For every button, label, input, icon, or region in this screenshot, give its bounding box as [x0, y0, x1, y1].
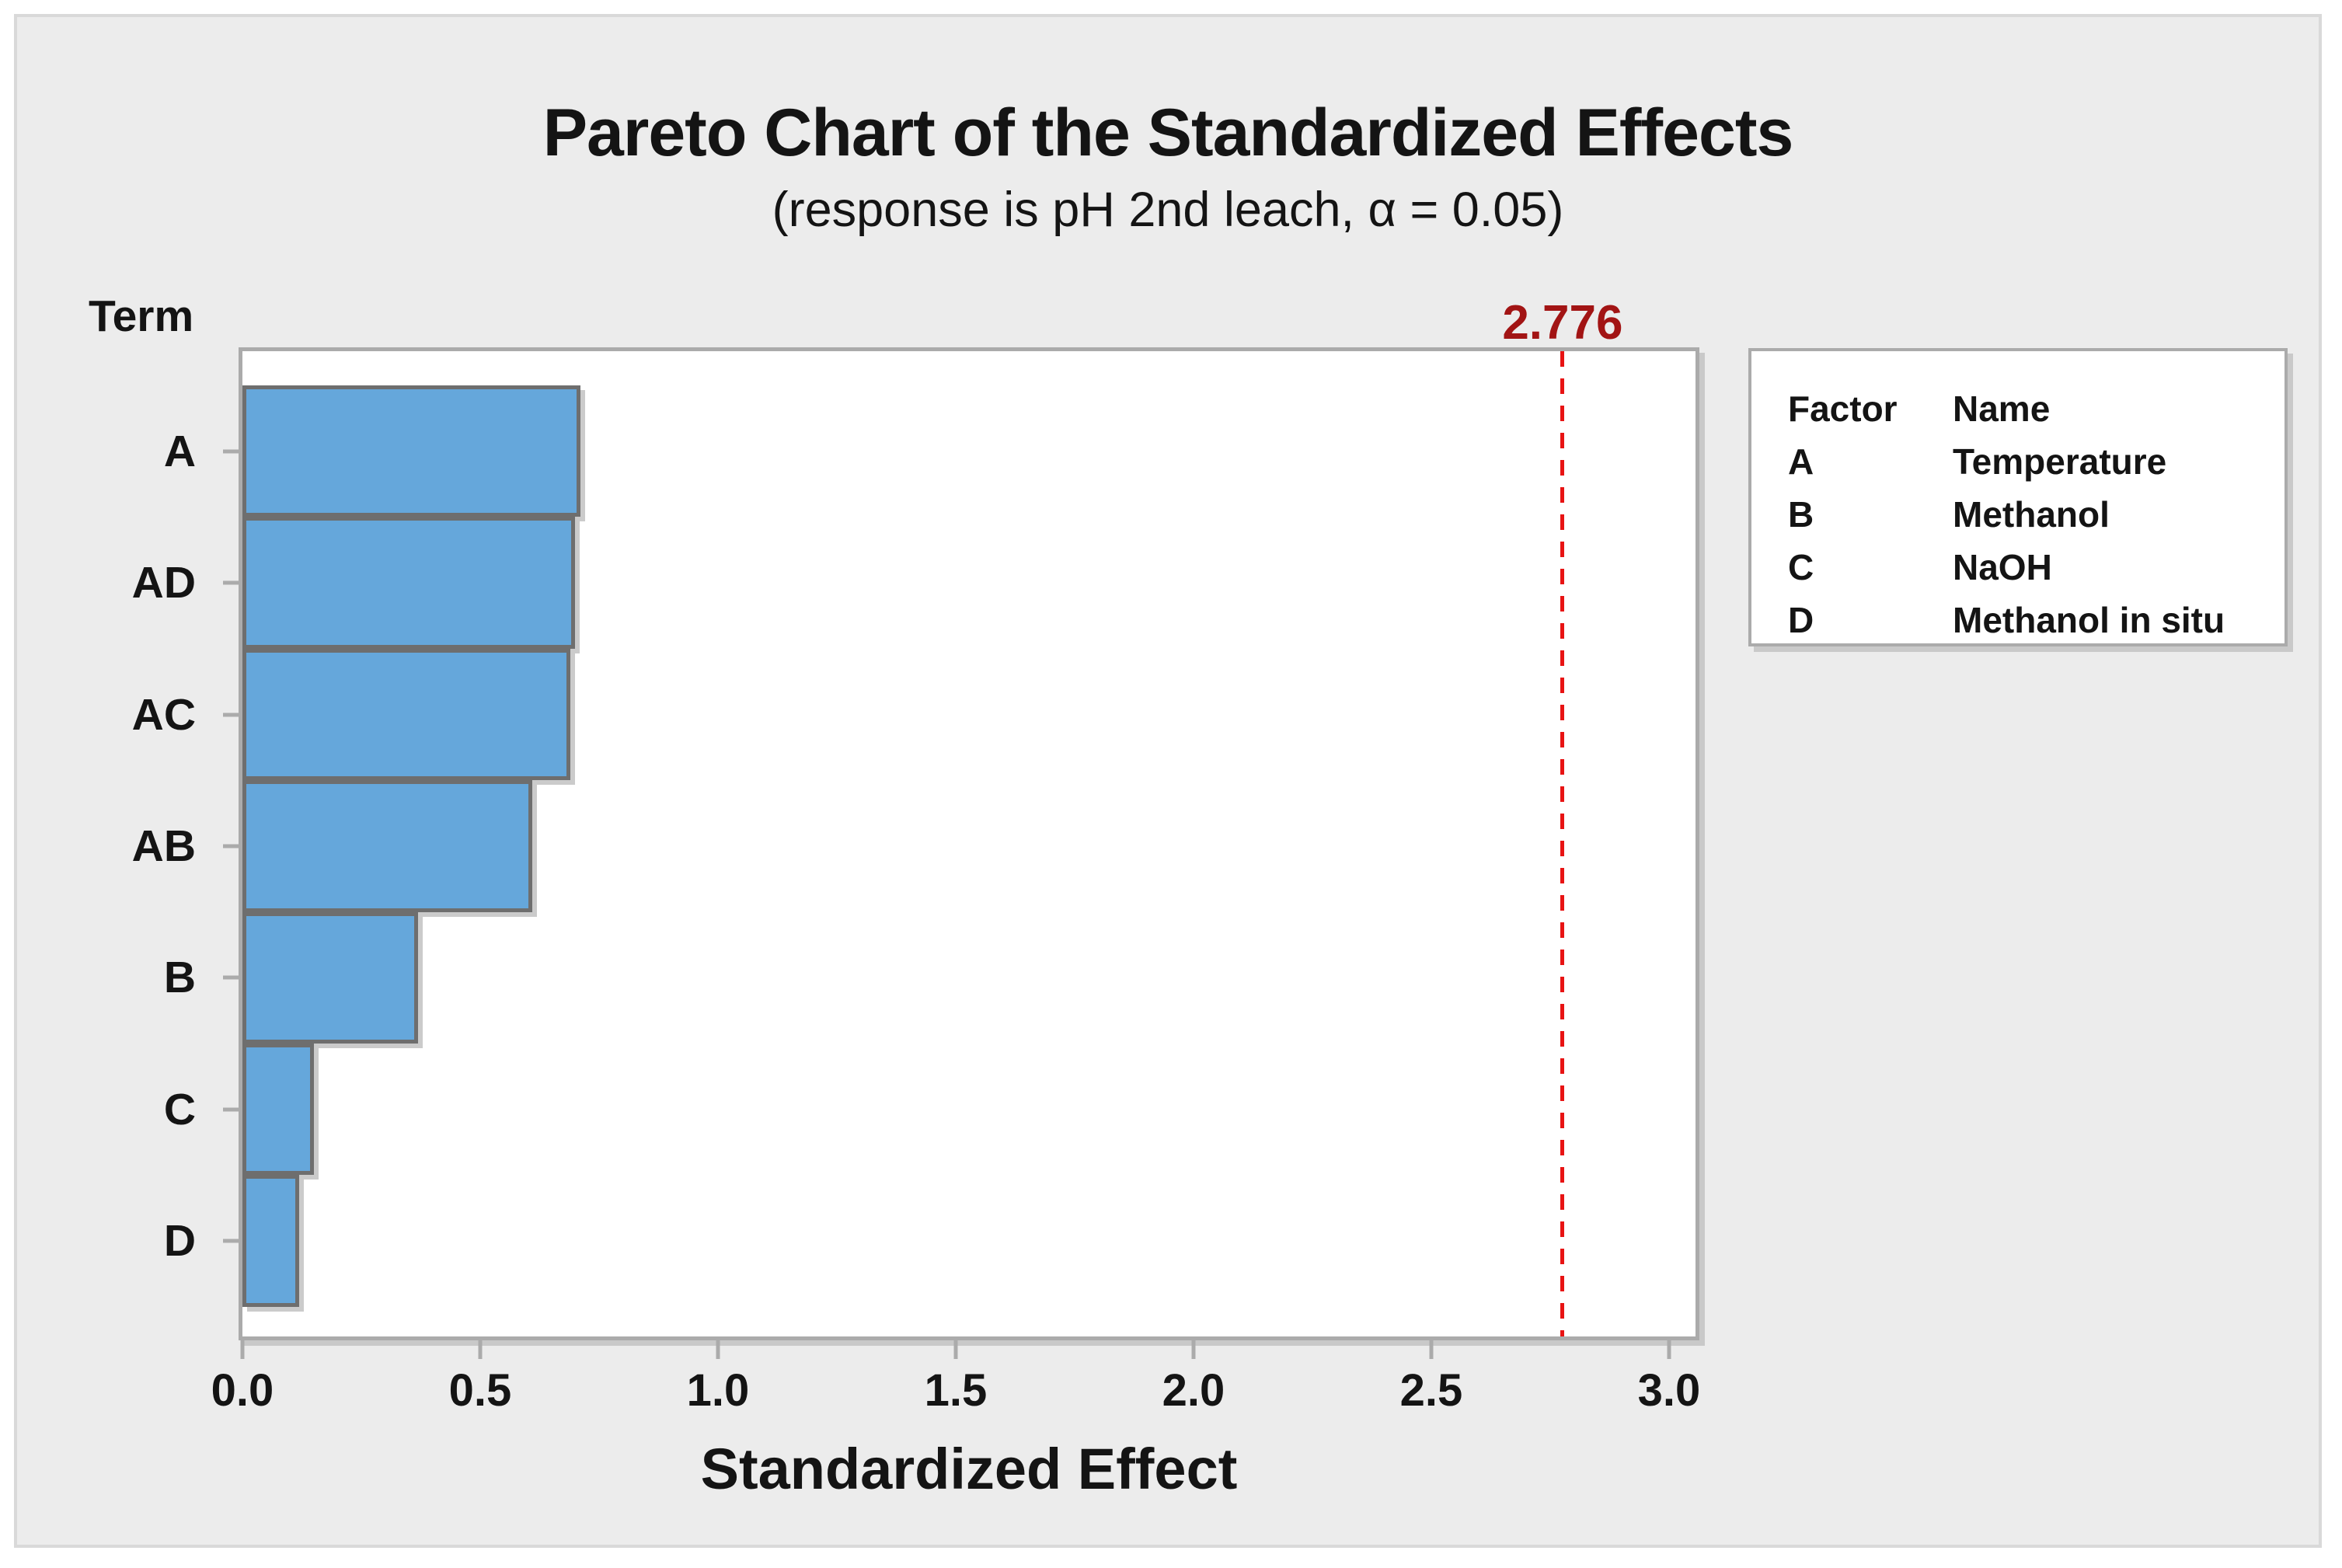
- x-tick-label-2.5: 2.5: [1399, 1365, 1463, 1416]
- legend-name: NaOH: [1953, 547, 2052, 587]
- bar-B: [242, 911, 419, 1044]
- legend-row-C: C NaOH: [1788, 541, 2284, 594]
- legend-factor: A: [1788, 441, 1814, 482]
- x-tick-label-3.0: 3.0: [1637, 1365, 1701, 1416]
- chart-subtitle: (response is pH 2nd leach, α = 0.05): [772, 183, 1564, 237]
- x-axis-title: Standardized Effect: [700, 1437, 1238, 1501]
- x-tick-1.0: [716, 1340, 720, 1359]
- y-axis-label-D: D: [163, 1216, 196, 1267]
- legend-factor: B: [1788, 494, 1814, 535]
- bar-D: [242, 1175, 300, 1307]
- x-tick-0.0: [240, 1340, 245, 1359]
- reference-line: [1560, 351, 1565, 1336]
- y-axis-label-A: A: [163, 426, 196, 476]
- chart-title: Pareto Chart of the Standardized Effects: [542, 96, 1794, 170]
- legend-header-name: Name: [1953, 389, 2051, 429]
- y-axis-label-AC: AC: [131, 689, 196, 740]
- x-tick-label-1.5: 1.5: [924, 1365, 988, 1416]
- bar-C: [242, 1044, 314, 1176]
- legend-factor: C: [1788, 547, 1814, 587]
- chart-canvas: Pareto Chart of the Standardized Effects…: [14, 14, 2322, 1548]
- y-axis-label-B: B: [163, 953, 196, 1003]
- x-tick-2.5: [1429, 1340, 1434, 1359]
- legend-factor: D: [1788, 600, 1814, 640]
- reference-line-label: 2.776: [1502, 296, 1623, 350]
- legend-row-A: A Temperature: [1788, 435, 2284, 488]
- y-axis-label-AB: AB: [131, 821, 196, 871]
- x-tick-label-0.5: 0.5: [448, 1365, 512, 1416]
- y-axis-title: Term: [89, 291, 194, 341]
- y-axis-label-AD: AD: [131, 558, 196, 608]
- legend-header: Factor Name: [1788, 382, 2284, 435]
- y-axis-label-C: C: [163, 1084, 196, 1134]
- legend-header-factor: Factor: [1788, 389, 1898, 429]
- x-tick-label-1.0: 1.0: [686, 1365, 750, 1416]
- legend-name: Temperature: [1953, 441, 2167, 482]
- y-tick-AD: [223, 580, 240, 585]
- plot-area: [239, 347, 1699, 1340]
- x-tick-0.5: [478, 1340, 483, 1359]
- x-tick-label-2.0: 2.0: [1162, 1365, 1225, 1416]
- legend-row-B: B Methanol: [1788, 488, 2284, 541]
- y-tick-C: [223, 1107, 240, 1112]
- legend-row-D: D Methanol in situ: [1788, 594, 2284, 646]
- bar-AC: [242, 648, 571, 781]
- x-tick-2.0: [1191, 1340, 1196, 1359]
- y-tick-AB: [223, 844, 240, 848]
- y-tick-AC: [223, 713, 240, 716]
- y-tick-B: [223, 975, 240, 980]
- x-tick-3.0: [1667, 1340, 1671, 1359]
- legend-name: Methanol in situ: [1953, 600, 2225, 640]
- x-tick-1.5: [953, 1340, 958, 1359]
- bar-A: [242, 385, 580, 517]
- y-tick-D: [223, 1239, 240, 1243]
- x-tick-label-0.0: 0.0: [211, 1365, 274, 1416]
- bar-AD: [242, 517, 576, 649]
- bar-AB: [242, 780, 533, 912]
- legend-name: Methanol: [1953, 494, 2110, 535]
- y-tick-A: [223, 449, 240, 454]
- factor-legend: Factor Name A Temperature B Methanol C NaOH D Me…: [1748, 348, 2288, 646]
